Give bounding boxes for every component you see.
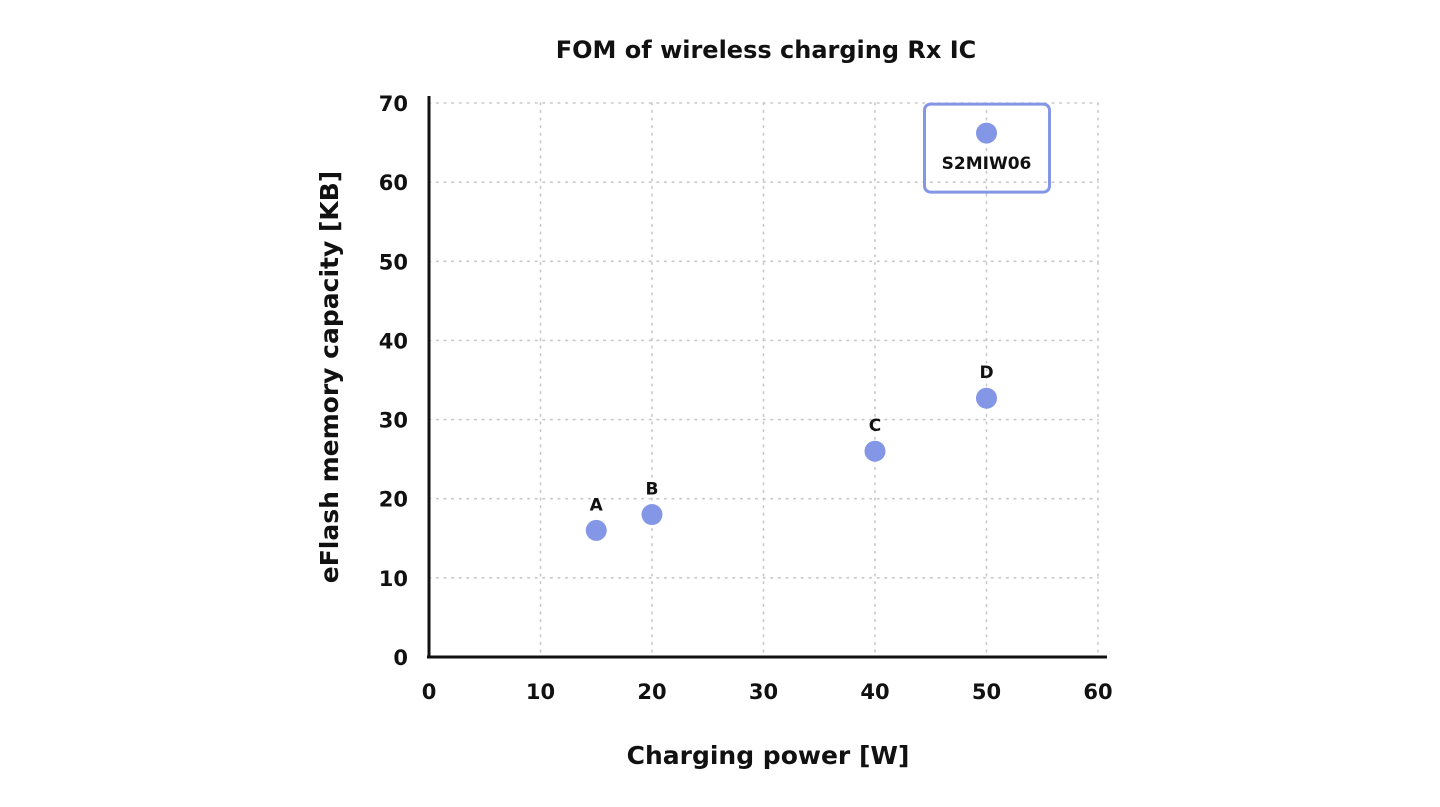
point-label: B	[646, 480, 659, 500]
y-tick-label: 0	[393, 646, 408, 670]
point-label: D	[979, 363, 993, 383]
x-tick-label: 60	[1083, 680, 1112, 704]
x-tick-label: 20	[637, 680, 666, 704]
y-tick-label: 40	[379, 329, 408, 353]
data-point	[976, 387, 997, 409]
point-label: S2MIW06	[942, 154, 1032, 174]
y-tick-label: 30	[379, 409, 408, 433]
data-points: A B C D S2MIW06	[585, 102, 1051, 541]
x-axis-label: Charging power [W]	[627, 741, 910, 770]
y-tick-label: 70	[379, 92, 408, 116]
highlight-box	[923, 102, 1051, 194]
y-tick-label: 20	[379, 488, 408, 512]
point-label: C	[869, 416, 881, 436]
x-tick-label: 50	[972, 680, 1001, 704]
chart-title: FOM of wireless charging Rx IC	[556, 36, 977, 64]
x-tick-label: 10	[526, 680, 555, 704]
data-point	[864, 440, 886, 462]
x-tick-labels: 0 10 20 30 40 50 60	[422, 680, 1113, 704]
y-axis-label: eFlash memory capacity [KB]	[315, 171, 344, 584]
y-tick-label: 60	[379, 171, 408, 195]
data-point	[641, 504, 663, 526]
x-tick-label: 40	[860, 680, 889, 704]
grid	[428, 102, 1099, 658]
x-tick-label: 30	[749, 680, 778, 704]
point-label: A	[590, 495, 604, 515]
x-tick-label: 0	[422, 680, 437, 704]
y-tick-label: 50	[379, 250, 408, 274]
y-tick-label: 10	[379, 567, 408, 591]
data-point	[976, 122, 997, 144]
data-point	[585, 519, 607, 541]
y-tick-labels: 0 10 20 30 40 50 60 70	[379, 92, 408, 670]
